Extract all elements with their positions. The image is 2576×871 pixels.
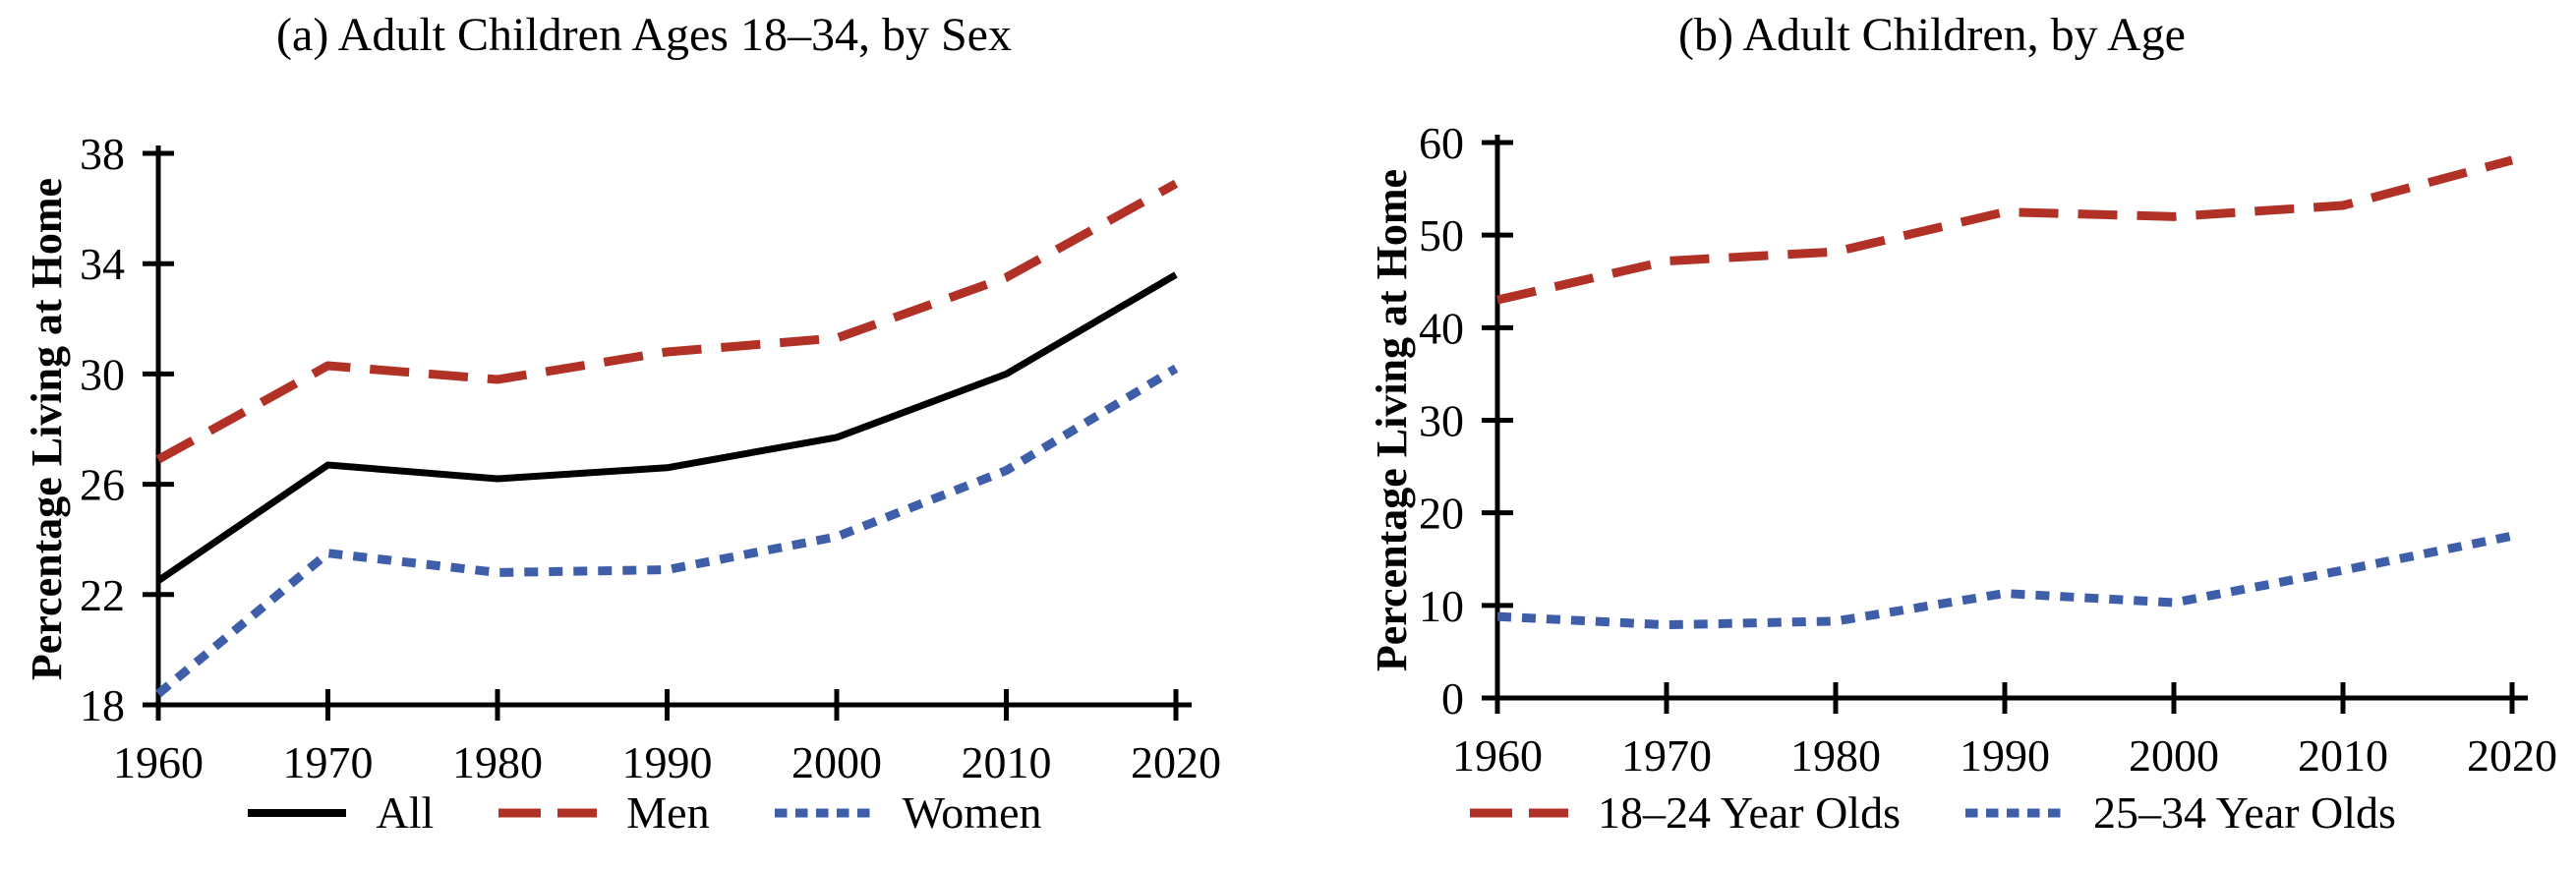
x-tick-label: 1980 bbox=[452, 737, 543, 787]
legend-item-25-34: 25–34 Year Olds bbox=[1963, 786, 2396, 839]
x-tick-label: 1970 bbox=[1621, 730, 1712, 781]
x-tick-label: 2000 bbox=[2129, 730, 2219, 781]
legend-item-women: Women bbox=[773, 786, 1042, 839]
y-axis-title: Percentage Living at Home bbox=[23, 178, 71, 680]
panel-b-legend: 18–24 Year Olds 25–34 Year Olds bbox=[1288, 786, 2576, 839]
series-line-all bbox=[156, 271, 1178, 584]
all-line-icon bbox=[248, 808, 347, 817]
legend-label-18-24: 18–24 Year Olds bbox=[1598, 787, 1901, 838]
series-line-18-24-year-olds bbox=[1495, 155, 2514, 305]
series-line-men bbox=[155, 179, 1179, 464]
series-line-25-34-year-olds bbox=[1496, 531, 2513, 630]
legend-item-men: Men bbox=[497, 786, 710, 839]
women-dotted-line-icon bbox=[774, 808, 873, 817]
x-tick-label: 1960 bbox=[1452, 730, 1543, 781]
legend-item-18-24: 18–24 Year Olds bbox=[1468, 786, 1901, 839]
x-tick-label: 1990 bbox=[622, 737, 713, 787]
x-tick-label: 1970 bbox=[283, 737, 374, 787]
panel-a: (a) Adult Children Ages 18–34, by Sex 18… bbox=[0, 9, 1288, 839]
y-tick-label: 26 bbox=[80, 460, 125, 510]
y-tick-label: 20 bbox=[1419, 489, 1464, 539]
men-dashed-line-icon bbox=[498, 808, 598, 817]
y-tick-label: 18 bbox=[80, 680, 125, 730]
age-25-34-dotted-line-icon bbox=[1965, 808, 2064, 817]
panel-a-legend: All Men Women bbox=[0, 786, 1288, 839]
x-tick-label: 2020 bbox=[2467, 730, 2557, 781]
legend-label-men: Men bbox=[626, 787, 710, 838]
panel-b-chart: 0 10 20 30 40 50 60 1960 1970 1980 1990 2000 2010 202… bbox=[1368, 118, 2557, 781]
y-axis-title: Percentage Living at Home bbox=[1368, 169, 1416, 671]
y-tick-label: 50 bbox=[1419, 210, 1464, 261]
panel-a-chart: 18 22 26 30 34 38 1960 1970 1980 1990 2000 2010 2020… bbox=[23, 129, 1221, 787]
x-tick-label: 2010 bbox=[962, 737, 1052, 787]
x-tick-label: 1990 bbox=[1960, 730, 2050, 781]
x-tick-label: 2010 bbox=[2298, 730, 2388, 781]
y-tick-label: 0 bbox=[1441, 673, 1464, 724]
panel-a-title: (a) Adult Children Ages 18–34, by Sex bbox=[276, 9, 1012, 61]
y-tick-label: 40 bbox=[1419, 303, 1464, 353]
x-tick-label: 2000 bbox=[791, 737, 882, 787]
x-tick-label: 2020 bbox=[1131, 737, 1221, 787]
legend-label-women: Women bbox=[902, 787, 1042, 838]
y-tick-label: 38 bbox=[80, 129, 125, 179]
y-tick-label: 30 bbox=[1419, 396, 1464, 446]
panel-b: (b) Adult Children, by Age 0 10 20 30 40 50 60… bbox=[1288, 0, 2576, 871]
age-18-24-dashed-line-icon bbox=[1470, 808, 1569, 817]
legend-item-all: All bbox=[246, 786, 434, 839]
y-tick-label: 22 bbox=[80, 570, 125, 620]
legend-label-all: All bbox=[376, 787, 435, 838]
x-tick-label: 1960 bbox=[113, 737, 204, 787]
legend-label-25-34: 25–34 Year Olds bbox=[2093, 787, 2396, 838]
panel-b-title: (b) Adult Children, by Age bbox=[1678, 9, 2186, 61]
y-tick-label: 10 bbox=[1419, 581, 1464, 631]
series-line-women bbox=[155, 364, 1179, 698]
y-tick-label: 30 bbox=[80, 349, 125, 399]
x-tick-label: 1980 bbox=[1790, 730, 1881, 781]
y-tick-label: 34 bbox=[80, 239, 125, 289]
y-tick-label: 60 bbox=[1419, 118, 1464, 168]
